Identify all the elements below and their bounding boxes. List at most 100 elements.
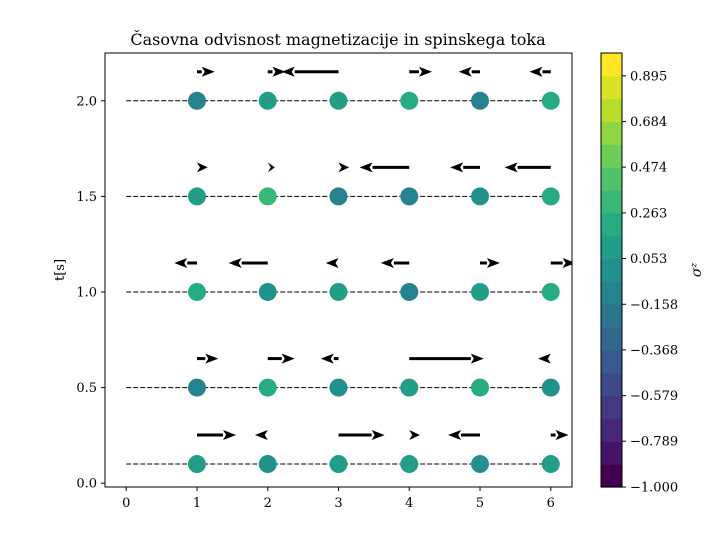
plot-frame <box>104 52 573 488</box>
colorbar-band <box>601 258 622 283</box>
current-arrow-head <box>359 162 373 173</box>
current-arrow-head <box>504 162 518 173</box>
spin-point <box>329 282 348 301</box>
x-tick-label: 6 <box>547 496 555 511</box>
x-tick-label: 2 <box>264 496 272 511</box>
current-arrow-head <box>254 430 268 441</box>
x-tick-label: 3 <box>334 496 342 511</box>
colorbar-frame <box>600 52 623 488</box>
colorbar-tick-label: −0.158 <box>630 298 678 313</box>
spin-point <box>400 282 419 301</box>
current-arrow-head <box>555 430 569 441</box>
current-arrow-head <box>380 257 394 268</box>
spin-point <box>541 282 560 301</box>
spin-point <box>471 282 490 301</box>
colorbar-band <box>601 190 622 214</box>
colorbar: 0.895 0.684 0.474 0.263 0.053 −0.158 −0.368 −0.… <box>600 52 678 496</box>
colorbar-tick-label: 0.053 <box>630 252 667 267</box>
y-tick-label: 0.5 <box>76 381 97 396</box>
current-arrow-head <box>409 430 420 441</box>
y-tick-label: 2.0 <box>76 94 97 109</box>
spin-point <box>329 187 348 206</box>
spin-point <box>471 187 490 206</box>
spin-point <box>258 91 277 110</box>
current-arrow-head <box>228 257 242 268</box>
spin-point <box>329 455 348 474</box>
current-arrow-head <box>325 257 339 268</box>
colorbar-band <box>601 281 622 305</box>
colorbar-label: σᶻ <box>689 263 705 278</box>
current-arrow-head <box>174 257 188 268</box>
current-arrow-head <box>448 430 462 441</box>
colorbar-band <box>601 235 622 260</box>
spin-point <box>541 455 560 474</box>
current-arrow-head <box>562 257 572 268</box>
plot-area: 0 1 2 3 4 5 6 0.0 0.5 1.0 1.5 2.0 <box>76 52 573 511</box>
colorbar-band <box>601 167 622 191</box>
y-tick-label: 0.0 <box>76 477 97 492</box>
y-tick-label: 1.0 <box>76 285 97 300</box>
current-arrow-head <box>458 66 472 77</box>
spin-point <box>471 91 490 110</box>
spin-point <box>541 187 560 206</box>
colorbar-tick-label: −0.368 <box>630 343 678 358</box>
current-arrow-head <box>223 430 237 441</box>
colorbar-band <box>601 144 622 168</box>
colorbar-tick-label: 0.684 <box>630 115 667 130</box>
x-tick-label: 0 <box>122 496 130 511</box>
spin-point <box>541 378 560 397</box>
colorbar-band <box>601 304 622 328</box>
colorbar-tick-label: −1.000 <box>630 481 678 496</box>
spin-point <box>471 378 490 397</box>
spin-point <box>471 455 490 474</box>
colorbar-tick-label: 0.263 <box>630 206 667 221</box>
colorbar-band <box>601 75 622 100</box>
spin-point <box>400 187 419 206</box>
current-arrow-head <box>338 162 350 173</box>
x-tick-label: 1 <box>193 496 201 511</box>
colorbar-band <box>601 53 622 77</box>
spin-point <box>258 455 277 474</box>
spin-point <box>329 91 348 110</box>
plot-content <box>126 66 572 474</box>
colorbar-band <box>601 464 622 488</box>
current-arrow-head <box>201 66 215 77</box>
spin-point <box>329 378 348 397</box>
current-arrow-head <box>281 66 295 77</box>
colorbar-tick-label: −0.789 <box>630 435 678 450</box>
colorbar-band <box>601 121 622 145</box>
spin-point <box>187 378 206 397</box>
colorbar-band <box>601 441 622 465</box>
spin-point <box>258 282 277 301</box>
spin-point <box>400 455 419 474</box>
spin-point <box>258 378 277 397</box>
current-arrow-head <box>267 162 275 173</box>
current-arrow-head <box>537 353 551 364</box>
colorbar-band <box>601 212 622 237</box>
current-arrow-head <box>320 353 334 364</box>
spin-point <box>400 91 419 110</box>
spin-point <box>541 91 560 110</box>
colorbar-band <box>601 98 622 123</box>
spin-point <box>187 91 206 110</box>
colorbar-band <box>601 418 622 442</box>
y-tick-label: 1.5 <box>76 190 97 205</box>
colorbar-band <box>601 349 622 374</box>
colorbar-band <box>601 327 622 351</box>
current-arrow-head <box>450 162 464 173</box>
colorbar-tick-label: −0.579 <box>630 389 678 404</box>
x-tick-label: 5 <box>476 496 484 511</box>
current-arrow-head <box>418 66 432 77</box>
colorbar-tick-label: 0.474 <box>630 161 667 176</box>
current-arrow-head <box>371 430 385 441</box>
colorbar-band <box>601 395 622 420</box>
colorbar-tick-label: 0.895 <box>630 69 667 84</box>
y-axis-label: t[s] <box>53 259 68 281</box>
chart-title: Časovna odvisnost magnetizacije in spins… <box>130 29 546 49</box>
current-arrow-head <box>281 353 295 364</box>
current-arrow-head <box>529 66 543 77</box>
spin-point <box>400 378 419 397</box>
colorbar-band <box>601 372 622 397</box>
spin-point <box>187 455 206 474</box>
